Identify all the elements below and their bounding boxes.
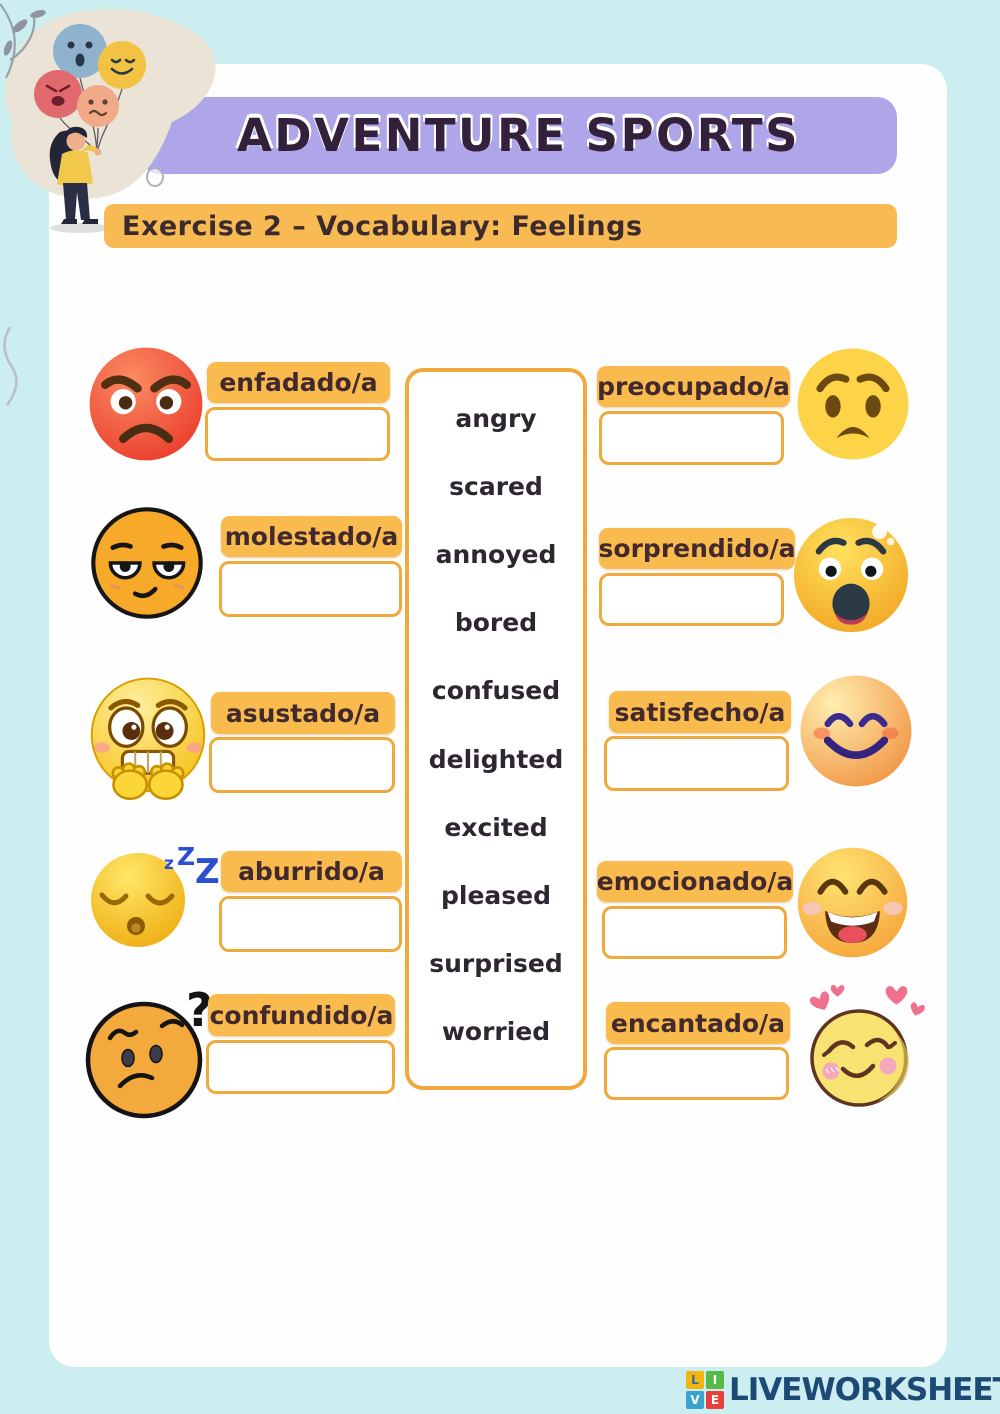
exercise-banner: Exercise 2 – Vocabulary: Feelings: [104, 204, 897, 248]
label-molestado: molestado/a: [221, 516, 402, 557]
branch-leaves: [3, 10, 46, 56]
label-satisfecho: satisfecho/a: [609, 691, 791, 733]
unamused-face-emoji: [91, 507, 203, 619]
smiling-face-hearts-emoji: [808, 984, 926, 1107]
word-bank-word: surprised: [429, 949, 563, 979]
answer-input-encantado[interactable]: [604, 1047, 789, 1100]
sleepy-face-emoji: z Z Z: [91, 842, 220, 947]
bubble-decoration: [146, 167, 164, 187]
logo-text: LIVEWORKSHEETS: [729, 1372, 1000, 1408]
happy-balloon: [98, 41, 146, 89]
label-encantado: encantado/a: [606, 1002, 790, 1044]
logo-square-i: I: [706, 1371, 724, 1389]
word-bank-word: angry: [455, 403, 537, 433]
person-with-emotion-balloons-illustration: [0, 3, 216, 233]
svg-text:Z: Z: [177, 842, 195, 871]
answer-input-aburrido[interactable]: [219, 896, 402, 952]
logo-square-l: L: [686, 1371, 704, 1389]
satisfied-face-emoji: [800, 675, 912, 787]
label-enfadado: enfadado/a: [207, 362, 390, 403]
zzz-glyphs: z Z Z: [164, 842, 220, 892]
answer-input-preocupado[interactable]: [599, 411, 784, 465]
title-banner: ADVENTURE SPORTS: [140, 97, 897, 174]
angry-balloon: [34, 70, 82, 118]
word-bank: angry scared annoyed bored confused deli…: [405, 368, 587, 1090]
answer-input-enfadado[interactable]: [205, 407, 390, 461]
confused-balloon: [77, 85, 119, 127]
word-bank-word: annoyed: [435, 539, 557, 569]
squiggle-decoration: [3, 326, 18, 406]
word-bank-word: bored: [454, 608, 538, 638]
logo-square-e: E: [706, 1391, 724, 1409]
word-bank-word: scared: [449, 471, 543, 501]
svg-text:z: z: [164, 854, 174, 874]
label-aburrido: aburrido/a: [221, 851, 402, 892]
word-bank-word: excited: [444, 812, 548, 842]
excited-face-emoji: [797, 847, 908, 958]
word-bank-word: pleased: [440, 880, 552, 910]
answer-input-asustado[interactable]: [209, 737, 395, 793]
sad-balloon: [53, 24, 107, 78]
answer-input-sorprendido[interactable]: [599, 573, 784, 626]
person-figure: [49, 126, 110, 233]
answer-input-emocionado[interactable]: [602, 906, 787, 959]
label-sorprendido: sorprendido/a: [599, 528, 795, 569]
word-bank-word: delighted: [428, 744, 564, 774]
logo-square-v: V: [686, 1391, 704, 1409]
label-preocupado: preocupado/a: [597, 366, 790, 407]
word-bank-word: worried: [441, 1017, 551, 1047]
branch-decoration: [0, 3, 36, 79]
liveworksheets-logo-icon: L I V E: [686, 1371, 724, 1409]
angry-face-emoji: [89, 347, 203, 461]
worried-face-emoji: [797, 348, 909, 460]
surprised-face-emoji: [793, 517, 909, 633]
answer-input-confundido[interactable]: [206, 1040, 395, 1094]
label-asustado: asustado/a: [211, 692, 395, 734]
liveworksheets-logo: L I V E LIVEWORKSHEETS: [686, 1371, 1000, 1409]
scared-face-emoji: [90, 677, 206, 801]
word-bank-word: confused: [431, 676, 561, 706]
svg-text:Z: Z: [195, 852, 220, 892]
label-confundido: confundido/a: [208, 994, 395, 1036]
exercise-label: Exercise 2 – Vocabulary: Feelings: [122, 210, 643, 242]
answer-input-molestado[interactable]: [219, 561, 402, 617]
answer-input-satisfecho[interactable]: [604, 736, 789, 791]
page-title: ADVENTURE SPORTS: [236, 109, 801, 162]
label-emocionado: emocionado/a: [597, 861, 793, 902]
